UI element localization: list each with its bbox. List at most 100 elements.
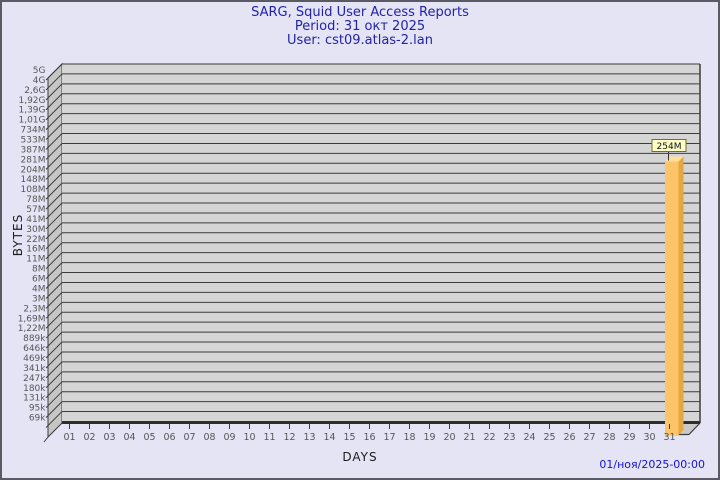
y-tick [45,192,63,210]
y-tick-label: 148M [21,175,46,185]
y-tick [45,371,63,389]
x-tick-label: 21 [463,432,475,443]
y-tick [45,331,63,349]
y-tick [45,202,63,220]
x-tick-label: 31 [663,432,675,443]
x-tick-label: 25 [543,432,555,443]
y-tick-label: 1,22M [18,324,46,334]
x-tick-label: 28 [603,432,615,443]
x-tick-label: 08 [203,432,215,443]
x-tick-label: 05 [143,432,155,443]
x-tick-label: 16 [363,432,375,443]
bar-side [678,156,684,435]
y-tick-label: 1,69M [18,314,46,324]
y-tick-label: 469k [23,354,46,364]
y-tick [45,272,63,289]
y-tick-label: 4M [32,284,46,294]
y-tick-label: 2,3M [23,304,45,314]
base-edge [688,422,701,435]
y-tick [45,182,63,200]
y-tick [45,351,63,369]
y-tick-label: 6M [32,275,46,285]
y-tick-label: 180k [23,384,46,394]
plot-bottom-edge [62,421,700,424]
report-header: SARG, Squid User Access Reports Period: … [2,6,718,48]
y-tick [45,341,63,359]
y-tick [45,282,63,299]
y-tick-label: 247k [23,374,46,384]
report-period: Period: 31 окт 2025 [294,19,426,34]
x-tick-label: 24 [523,432,535,443]
y-tick-label: 1,92G [18,96,45,106]
y-tick [45,103,63,121]
y-tick [45,292,63,309]
x-tick-label: 01 [63,432,75,443]
y-tick [45,232,63,250]
y-tick-label: 2,6G [24,86,45,96]
y-axis-title: BYTES [11,213,25,257]
y-tick-label: 41M [26,215,45,225]
y-tick-label: 95k [29,404,46,414]
y-tick-label: 16M [26,245,45,255]
y-tick [45,83,63,101]
y-tick-label: 131k [23,394,46,404]
origin-tick [43,436,49,443]
x-tick-label: 07 [183,432,195,443]
y-tick [45,113,63,131]
x-tick-label: 09 [223,432,235,443]
report-user: User: cst09.atlas-2.lan [287,33,433,48]
y-tick-label: 341k [23,364,46,374]
x-tick-label: 27 [583,432,595,443]
y-tick [45,153,63,170]
generated-timestamp: 01/ноя/2025-00:00 [599,458,705,471]
y-tick [45,143,63,160]
y-tick [45,212,63,230]
x-tick-label: 19 [423,432,435,443]
y-tick [45,301,63,319]
x-tick-label: 11 [263,432,275,443]
x-tick-label: 22 [483,432,495,443]
x-tick-label: 13 [303,432,315,443]
x-tick-label: 20 [443,432,455,443]
y-tick [45,361,63,379]
y-tick-label: 11M [26,255,45,265]
y-tick-label: 108M [21,185,46,195]
x-tick-label: 12 [283,432,295,443]
y-tick-label: 387M [21,145,46,155]
y-tick-label: 204M [21,165,46,175]
y-tick [45,401,63,418]
y-tick-label: 734M [21,126,46,136]
y-tick-label: 1,01G [18,116,45,126]
x-tick-label: 02 [83,432,95,443]
x-tick-label: 26 [563,432,575,443]
y-tick [45,411,63,428]
x-tick-label: 30 [643,432,655,443]
y-tick-label: 30M [26,225,45,235]
y-tick [45,172,63,190]
x-tick-label: 03 [103,432,115,443]
y-tick-label: 889k [23,334,46,344]
y-tick-label: 78M [26,195,45,205]
x-tick-label: 18 [403,432,415,443]
y-tick [45,391,63,409]
y-tick-label: 8M [32,265,46,275]
bar [665,161,679,435]
y-tick [45,252,63,270]
x-tick-label: 10 [243,432,255,443]
y-tick [45,162,63,180]
x-axis-title: DAYS [342,450,378,464]
y-tick [45,123,63,140]
value-label-box [651,139,687,153]
bar-top [665,156,684,162]
x-tick-label: 14 [323,432,335,443]
y-tick-label: 69k [29,414,46,424]
y-tick [45,93,63,111]
report-title: SARG, Squid User Access Reports [251,5,469,20]
y-tick [45,321,63,339]
y-tick [45,311,63,329]
x-tick-label: 15 [343,432,355,443]
x-tick-label: 29 [623,432,635,443]
y-tick-label: 646k [23,344,46,354]
